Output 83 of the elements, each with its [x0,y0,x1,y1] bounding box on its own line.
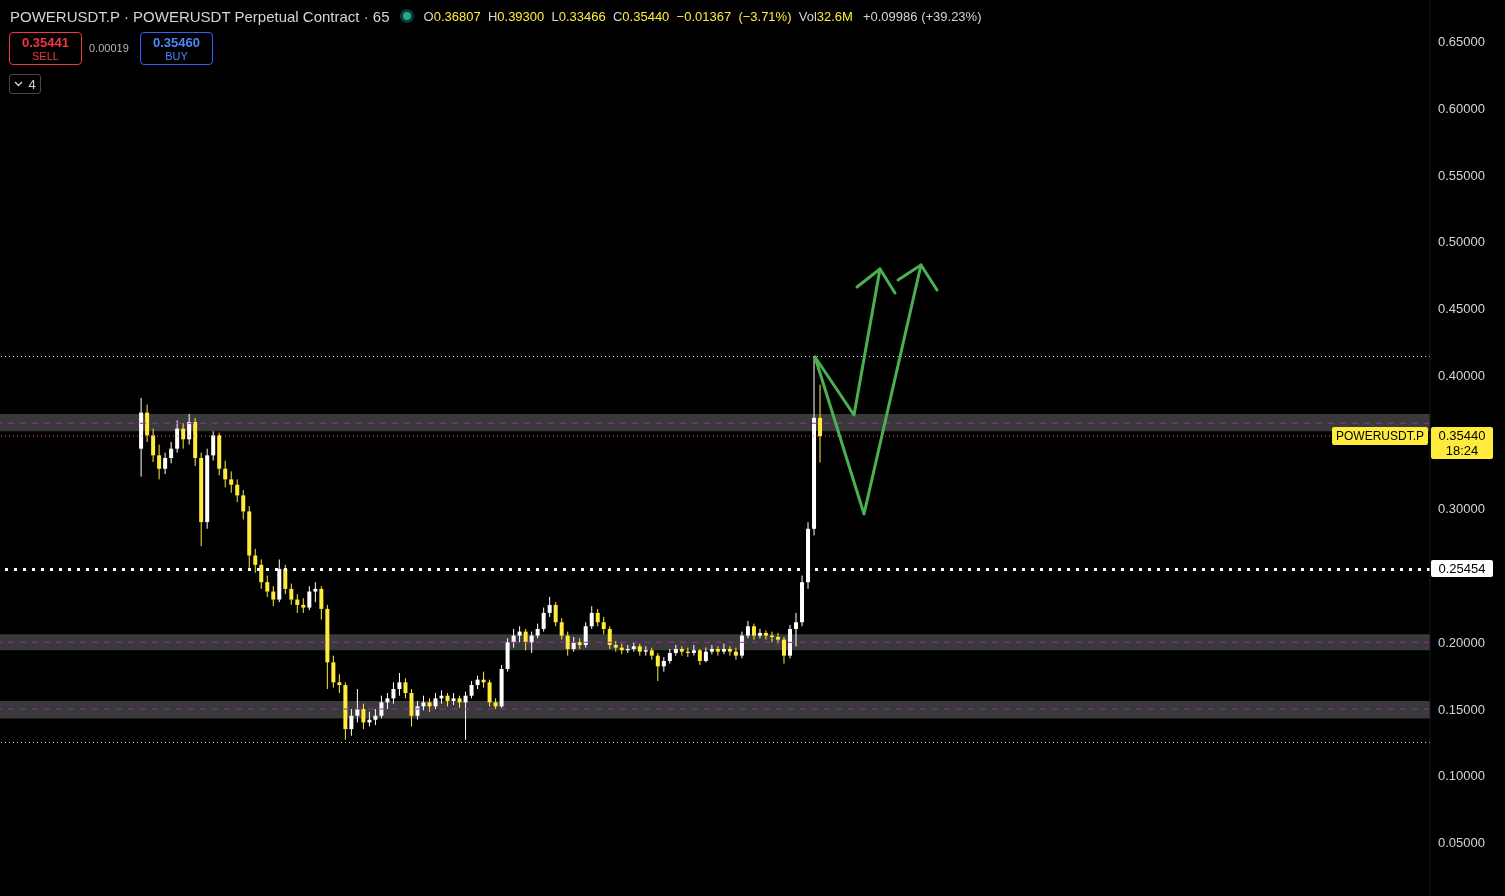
candlestick [763,629,768,641]
annotation: POWERUSDT.P [1335,428,1424,444]
candlestick [187,413,192,446]
candlestick [397,672,402,697]
price-tag: 0.25454 [1431,560,1493,578]
annotation: +0.09986 (+39.23%) [862,8,982,24]
y-tick-label: 0.05000 [1438,835,1485,851]
candlestick [259,559,264,590]
candlestick [547,596,552,618]
candlestick [295,593,300,614]
annotation: BUY [165,49,188,63]
candlestick [361,703,366,730]
text: POWERUSDT.P · POWERUSDT Perpetual Contract · 65 [10,7,390,25]
y-tick-label: 0.50000 [1438,234,1485,250]
candlestick [721,643,726,655]
candlestick [355,688,360,723]
candlestick [331,655,336,689]
candlestick [589,605,594,630]
candlestick [337,673,342,694]
annotation: 0.00019 [89,42,129,54]
candlestick [283,564,288,595]
y-tick-label: 0.60000 [1438,100,1485,116]
y-tick-label: 0.65000 [1438,34,1485,50]
candlestick [583,621,588,649]
candlestick [757,628,762,639]
candlestick [229,470,234,494]
candlestick [253,548,258,574]
candlestick [781,636,786,665]
candlestick [289,583,294,606]
candlestick [223,460,228,488]
buy-button: 0.35460 BUY [140,32,213,65]
candlestick [157,444,162,480]
candlestick [655,652,660,682]
candlestick [679,645,684,657]
candlestick [403,677,408,699]
y-tick-label: 0.20000 [1438,634,1485,650]
text: O0.36807 H0.39300 L0.33466 C0.35440 −0.01367 (−3.71%) Vol32.6M [423,8,853,24]
candlestick [319,585,324,621]
y-tick-label: 0.55000 [1438,167,1485,183]
candlestick [271,585,276,607]
y-tick-label: 0.45000 [1438,301,1485,317]
candlestick [709,644,714,655]
candlestick [794,612,799,647]
candlestick [391,681,396,705]
candlestick [151,428,156,463]
annotation: 0.35441 [22,34,69,50]
candlestick [211,430,216,462]
candlestick [553,601,558,627]
candlestick [607,625,612,650]
candlestick [733,647,738,661]
price-tag: 0.35440 18:24 [1431,427,1493,460]
candlestick [565,631,570,657]
annotation: 4 [28,76,36,92]
candlestick [265,575,270,598]
candlestick [409,688,414,727]
y-tick-label: 0.15000 [1438,701,1485,717]
annotation: 0.35460 [153,34,200,50]
candlestick [739,631,744,659]
annotation: SELL [32,49,59,63]
y-tick-label: 0.10000 [1438,768,1485,784]
symbol-tag: POWERUSDT.P [1332,427,1428,446]
candlestick [715,645,720,657]
y-tick-label: 0.40000 [1438,367,1485,383]
candlestick [169,441,174,464]
candlestick [349,708,354,737]
candlestick [175,420,180,454]
sell-button: 0.35441 SELL [9,32,82,65]
candlestick [541,607,546,633]
candlestick [241,489,246,520]
candlestick [691,644,696,657]
candlestick [727,645,732,657]
candlestick [487,679,492,707]
candlestick [313,581,318,603]
candlestick [775,632,780,645]
ref-line-label: 0.25454 [1438,561,1486,577]
candlestick [163,452,168,475]
candlestick [235,478,240,503]
candlestick [523,628,528,651]
candlestick [145,404,150,443]
candlestick [559,617,564,641]
candlestick [307,585,312,611]
toggle-button: 4 [9,74,41,94]
y-tick-label: 0.30000 [1438,501,1485,517]
